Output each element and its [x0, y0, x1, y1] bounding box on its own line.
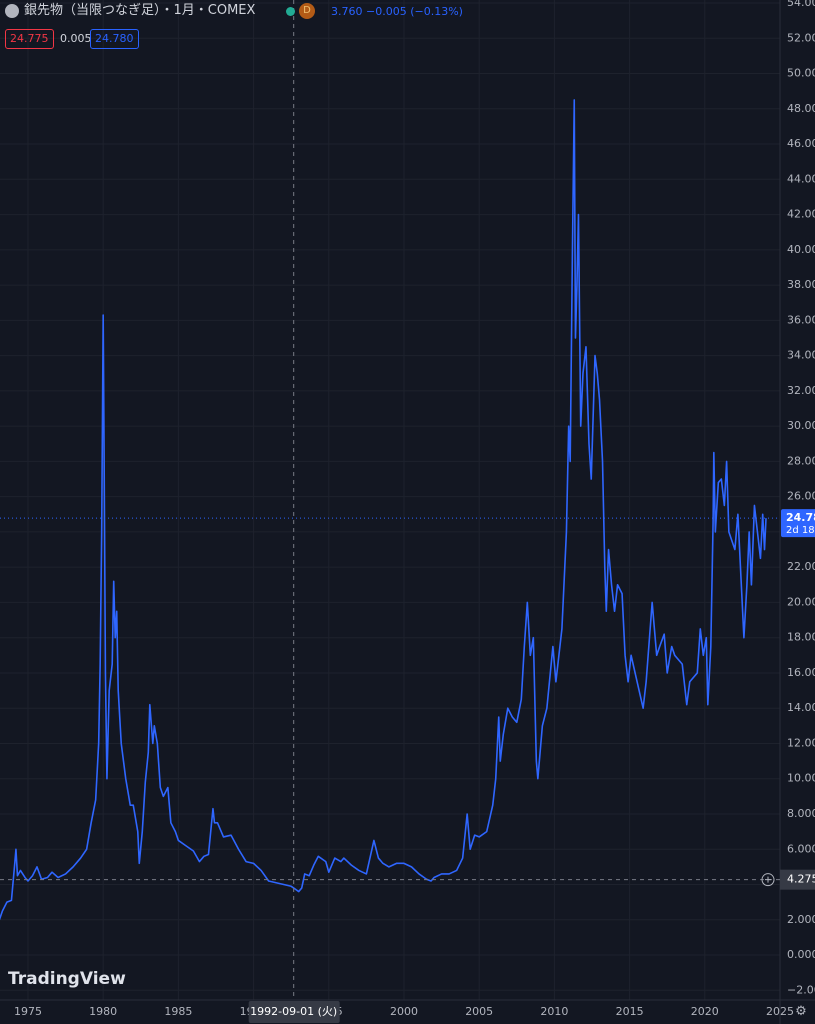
add-alert-icon[interactable]: [761, 873, 775, 887]
crosshair-date-label: 1992-09-01 (火): [250, 1005, 337, 1018]
y-tick-label: −2.000: [787, 983, 815, 996]
y-tick-label: 50.000: [787, 67, 815, 80]
y-tick-label: 38.000: [787, 278, 815, 291]
y-tick-label: 8.000: [787, 807, 815, 820]
interval-badge: D: [299, 3, 315, 19]
crosshair-price-box: [780, 869, 815, 890]
y-tick-label: 12.000: [787, 736, 815, 749]
x-tick-label: 1980: [89, 1005, 117, 1018]
x-tick-label: 2010: [540, 1005, 568, 1018]
y-tick-label: 22.000: [787, 560, 815, 573]
y-tick-label: 0.000: [787, 948, 815, 961]
y-tick-label: 30.000: [787, 419, 815, 432]
bid-box[interactable]: 24.775: [5, 29, 54, 49]
y-tick-label: 2.000: [787, 913, 815, 926]
symbol-icon: [5, 4, 19, 18]
x-tick-label: 1975: [14, 1005, 42, 1018]
settings-icon[interactable]: ⚙: [795, 1004, 807, 1019]
y-tick-label: 40.000: [787, 243, 815, 256]
y-tick-label: 44.000: [787, 172, 815, 185]
y-tick-label: 20.000: [787, 595, 815, 608]
x-tick-label: 2005: [465, 1005, 493, 1018]
last-price: 3.760: [331, 5, 363, 18]
y-tick-label: 16.000: [787, 666, 815, 679]
logo[interactable]: TradingView: [8, 969, 126, 989]
y-tick-label: 28.000: [787, 454, 815, 467]
y-tick-label: 54.000: [787, 0, 815, 9]
price-change: −0.005 (−0.13%): [366, 5, 463, 18]
y-tick-label: 26.000: [787, 490, 815, 503]
y-tick-label: 14.000: [787, 701, 815, 714]
y-tick-label: 46.000: [787, 137, 815, 150]
y-tick-label: 32.000: [787, 384, 815, 397]
x-tick-label: 1985: [164, 1005, 192, 1018]
crosshair-date-box: [248, 1001, 340, 1023]
y-tick-label: 18.000: [787, 631, 815, 644]
y-tick-label: 42.000: [787, 208, 815, 221]
x-tick-label: 2000: [390, 1005, 418, 1018]
price-line: [0, 99, 767, 921]
add-alert-plus: [765, 876, 771, 883]
spread: 0.005: [60, 32, 92, 45]
y-tick-label: 36.000: [787, 313, 815, 326]
y-tick-label: 6.000: [787, 842, 815, 855]
ask-box[interactable]: 24.780: [90, 29, 139, 49]
symbol-title[interactable]: 銀先物（当限つなぎ足）・1月・COMEX: [24, 3, 256, 18]
x-tick-label: 2025: [766, 1005, 794, 1018]
status-dot: [286, 7, 295, 16]
x-tick-label: 2020: [691, 1005, 719, 1018]
crosshair-price-label: 4.275: [787, 873, 815, 886]
y-tick-label: 48.000: [787, 102, 815, 115]
last-price-label: 24.780: [786, 511, 815, 524]
last-price-box: [781, 509, 815, 538]
x-tick-label: 2015: [616, 1005, 644, 1018]
y-tick-label: 52.000: [787, 31, 815, 44]
y-tick-label: 10.000: [787, 772, 815, 785]
countdown-label: 2d 18h: [786, 525, 815, 536]
y-tick-label: 34.000: [787, 349, 815, 362]
